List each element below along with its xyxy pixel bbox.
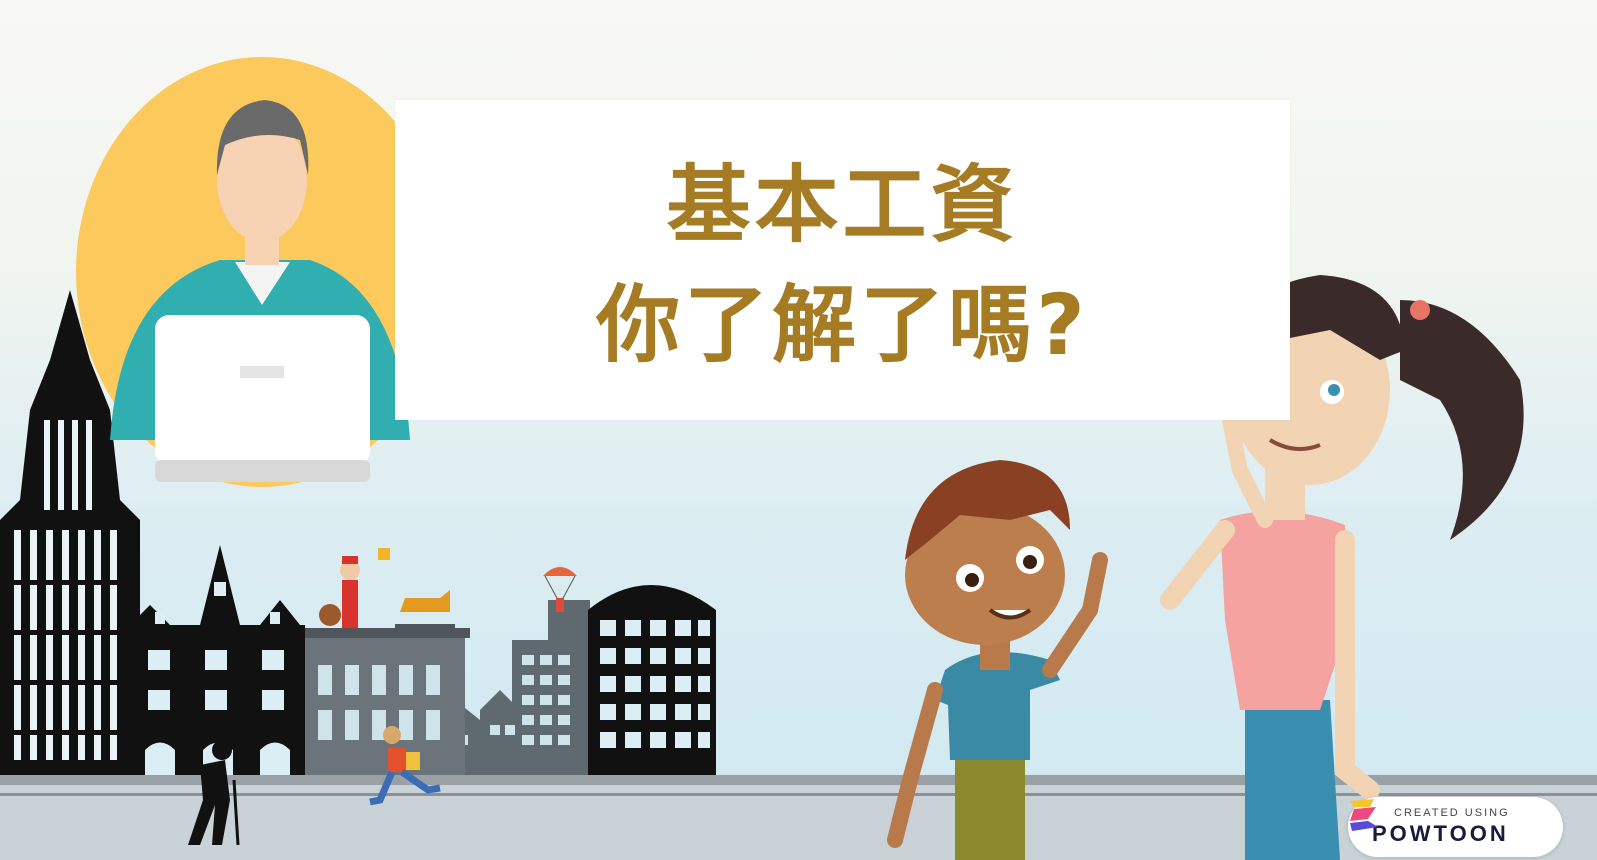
old-man-walking (188, 740, 240, 846)
title-line-1: 基本工資 (666, 156, 1019, 254)
powtoon-badge[interactable]: CREATED USING POWTOON (1348, 797, 1563, 857)
badge-brand: POWTOON (1372, 821, 1509, 846)
title-line-2: 你了解了嗎? (596, 276, 1089, 374)
running-kid (369, 726, 441, 806)
powtoon-logo-icon (1350, 799, 1378, 831)
gray-hotel-building (300, 548, 470, 775)
badge-created-using: CREATED USING (1394, 807, 1510, 819)
title-card: 基本工資 你了解了嗎? (395, 100, 1290, 420)
boy-character (887, 460, 1108, 860)
parachute-person (543, 567, 577, 612)
black-dome-building (588, 585, 716, 775)
skyscraper (0, 290, 140, 775)
